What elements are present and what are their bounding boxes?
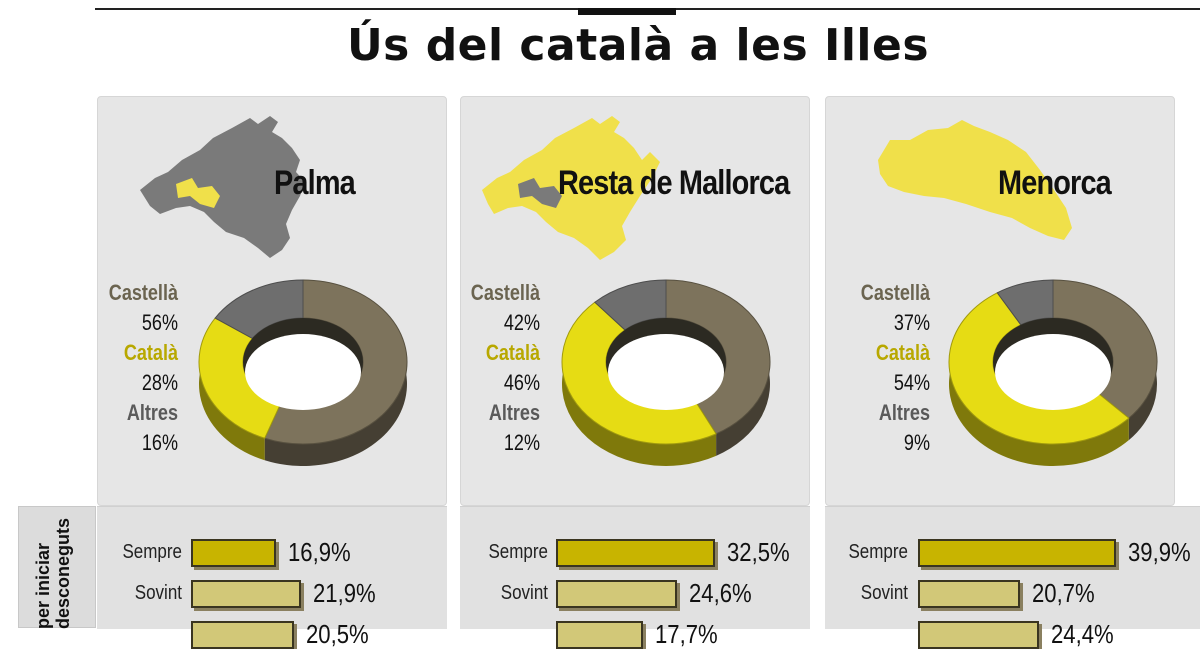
legend-catala-label: Català	[123, 340, 178, 365]
legend-menorca: Castellà 37% Català 54% Altres 9%	[832, 278, 930, 458]
legend-catala-value: 46%	[503, 370, 540, 395]
bar-label: Sempre	[122, 541, 182, 563]
legend-resta-mallorca: Castellà 42% Català 46% Altres 12%	[442, 278, 540, 458]
bar	[556, 621, 643, 649]
infographic-title: Ús del català a les Illes	[346, 20, 930, 71]
donut-side-català	[949, 292, 1129, 466]
bar-label: Sempre	[488, 541, 548, 563]
palma-gray-area	[518, 178, 562, 208]
top-rule-accent	[578, 8, 676, 15]
donut-hole	[245, 334, 361, 410]
bar	[556, 580, 677, 608]
bar-value-label: 20,7%	[1032, 578, 1096, 608]
menorca-map	[878, 120, 1072, 240]
legend-altres-label: Altres	[488, 400, 540, 425]
donut-side-castellà	[264, 280, 408, 467]
bar-value-label: 20,5%	[305, 619, 369, 649]
donut-hole	[995, 334, 1111, 410]
donut-hole	[608, 334, 724, 410]
legend-altres-label: Altres	[126, 400, 178, 425]
bar-value-label: 21,9%	[312, 578, 376, 608]
donut-side-català	[198, 318, 265, 461]
legend-castella-label: Castellà	[860, 280, 930, 305]
mallorca-map-palma	[140, 116, 305, 258]
legend-altres-value: 16%	[141, 430, 178, 455]
legend-castella-label: Castellà	[108, 280, 178, 305]
bar-value-label: 32,5%	[727, 537, 790, 567]
bar-value-label: 39,9%	[1127, 537, 1191, 567]
region-name-resta-mallorca: Resta de Mallorca	[558, 164, 790, 202]
mallorca-map-resta	[482, 116, 660, 260]
legend-castella-label: Castellà	[470, 280, 540, 305]
bar	[191, 539, 276, 567]
bar-label: Sempre	[848, 541, 908, 563]
donut-segment-altres	[594, 279, 667, 331]
region-name-palma: Palma	[274, 164, 356, 202]
bar	[918, 539, 1116, 567]
bar	[191, 621, 294, 649]
legend-castella-value: 56%	[141, 310, 178, 335]
legend-altres-label: Altres	[878, 400, 930, 425]
legend-castella-value: 42%	[503, 310, 540, 335]
bar	[918, 621, 1039, 649]
bar-value-label: 16,9%	[287, 537, 351, 567]
region-name-menorca: Menorca	[998, 164, 1112, 202]
palma-highlight	[176, 178, 220, 208]
legend-palma: Castellà 56% Català 28% Altres 16%	[80, 278, 178, 458]
legend-catala-label: Català	[485, 340, 540, 365]
donut-side-català	[562, 302, 717, 466]
legend-castella-value: 37%	[893, 310, 930, 335]
bar-value-label: 24,6%	[688, 578, 752, 608]
bar-label: Sovint	[500, 582, 548, 604]
bar	[556, 539, 716, 567]
bars-panel-menorca	[825, 506, 1200, 629]
legend-altres-value: 12%	[503, 430, 540, 455]
bar	[191, 580, 301, 608]
legend-catala-value: 54%	[893, 370, 930, 395]
legend-altres-value: 9%	[903, 430, 930, 455]
bar-label: Sovint	[860, 582, 908, 604]
island-maps	[140, 116, 1072, 260]
bar-value-label: 24,4%	[1050, 619, 1114, 649]
bars-panel-resta-mallorca	[460, 506, 810, 629]
bars-panel-palma	[97, 506, 447, 629]
bar	[918, 580, 1021, 608]
bar-value-label: 17,7%	[654, 619, 718, 649]
legend-catala-label: Català	[875, 340, 930, 365]
bar-label: Sovint	[134, 582, 182, 604]
donut-charts	[198, 279, 1158, 467]
legend-catala-value: 28%	[141, 370, 178, 395]
